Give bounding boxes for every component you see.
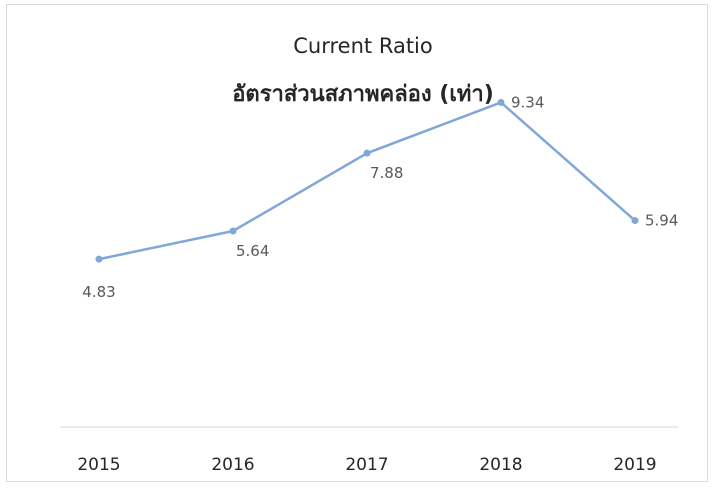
data-label-2019: 5.94 bbox=[645, 212, 678, 230]
data-point-2019 bbox=[631, 217, 639, 225]
data-label-2017: 7.88 bbox=[370, 164, 403, 182]
data-point-2016 bbox=[229, 227, 237, 235]
x-tick-label-2016: 2016 bbox=[211, 455, 254, 475]
data-point-2015 bbox=[95, 255, 103, 263]
x-axis-ticks: 2015 2016 2017 2018 2019 bbox=[77, 455, 656, 475]
chart-frame bbox=[6, 4, 708, 482]
data-label-2016: 5.64 bbox=[236, 242, 269, 260]
x-tick-label-2015: 2015 bbox=[77, 455, 120, 475]
x-tick-label-2019: 2019 bbox=[613, 455, 656, 475]
data-point-2018 bbox=[497, 98, 505, 106]
data-point-2017 bbox=[363, 149, 371, 157]
chart-title: Current Ratio bbox=[293, 34, 432, 58]
series-line bbox=[98, 101, 636, 261]
data-label-2018: 9.34 bbox=[511, 93, 544, 111]
x-tick-label-2018: 2018 bbox=[479, 455, 522, 475]
chart-subtitle: อัตราส่วนสภาพคล่อง (เท่า) bbox=[232, 82, 494, 107]
data-label-2015: 4.83 bbox=[82, 283, 115, 301]
x-tick-label-2017: 2017 bbox=[345, 455, 388, 475]
data-points bbox=[95, 98, 639, 263]
data-labels: 4.83 5.64 7.88 9.34 5.94 bbox=[82, 93, 678, 301]
